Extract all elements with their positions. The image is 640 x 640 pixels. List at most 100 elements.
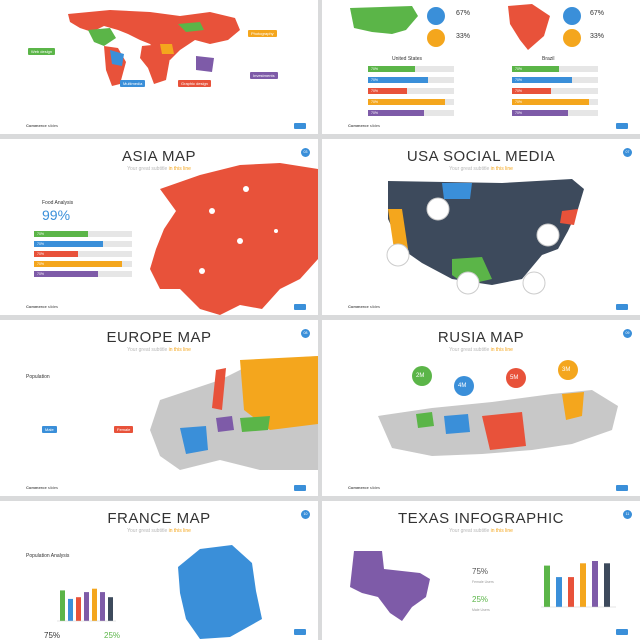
progress-bar-row: 70% xyxy=(368,99,454,105)
subtitle-prefix: Your great subtitle xyxy=(127,347,168,353)
chart-bar xyxy=(556,577,562,607)
progress-bar-row: 70% xyxy=(34,271,132,277)
progress-bar-fill: 70% xyxy=(368,66,416,72)
slide-france-map[interactable]: FRANCE MAP Your great subtitle in this l… xyxy=(0,501,318,640)
us-label: United States xyxy=(392,56,423,62)
slide-subtitle: Your great subtitle in this line xyxy=(0,528,318,534)
slide-texas-infographic[interactable]: TEXAS INFOGRAPHIC Your great subtitle in… xyxy=(322,501,640,640)
footer: Commerce slides xyxy=(348,123,380,128)
pin-3m: 3M xyxy=(562,367,571,373)
male-label: Male xyxy=(42,426,57,433)
progress-bar-row: 70% xyxy=(34,241,132,247)
progress-bar-fill: 70% xyxy=(34,251,79,257)
section-label: Population xyxy=(26,374,50,380)
subtitle-prefix: Your great subtitle xyxy=(127,528,168,534)
slide-title: EUROPE MAP xyxy=(106,329,212,346)
footer: Commerce slides xyxy=(26,304,58,309)
slide-title: TEXAS INFOGRAPHIC xyxy=(397,510,565,527)
progress-bar-fill: 70% xyxy=(34,261,123,267)
usa-map-graphic xyxy=(386,179,584,295)
section-label: Population Analysis xyxy=(26,553,70,559)
slide-subtitle: Your great subtitle in this line xyxy=(0,166,318,172)
footer-brand: Commerce xyxy=(348,123,369,128)
progress-bar-fill: 70% xyxy=(34,231,88,237)
slide-world-map[interactable]: Web design Multimedia Graphic design Pho… xyxy=(0,0,318,134)
progress-bar-fill: 70% xyxy=(368,88,407,94)
page-nav-icon[interactable] xyxy=(294,304,306,310)
footer-sub: slides xyxy=(47,304,59,309)
asia-map-graphic xyxy=(150,163,318,315)
chart-bar xyxy=(68,598,73,621)
subtitle-highlight: in this line xyxy=(168,166,191,172)
male-pct: 75% xyxy=(472,567,489,576)
chart-bar xyxy=(76,597,81,621)
progress-bar-row: 70% xyxy=(512,110,598,116)
footer-sub: slides xyxy=(47,485,59,490)
slide-usa-social[interactable]: USA SOCIAL MEDIA Your great subtitle in … xyxy=(322,139,640,315)
us-male-pct: 67% xyxy=(456,10,471,17)
chart-bar xyxy=(580,563,586,607)
subtitle-highlight: in this line xyxy=(490,166,513,172)
tag-photography: Photography xyxy=(248,30,277,37)
tag-multimedia: Multimedia xyxy=(120,80,146,87)
slide-number-badge: 08 xyxy=(301,329,310,338)
subtitle-prefix: Your great subtitle xyxy=(127,166,168,172)
slide-title: ASIA MAP xyxy=(121,148,197,165)
progress-bar-fill: 70% xyxy=(512,66,560,72)
slide-subtitle: Your great subtitle in this line xyxy=(322,347,640,353)
chart-bar xyxy=(592,561,598,607)
progress-bar-row: 70% xyxy=(368,88,454,94)
page-nav-icon[interactable] xyxy=(294,123,306,129)
slide-number-badge: 11 xyxy=(623,510,632,519)
page-nav-icon[interactable] xyxy=(294,485,306,491)
slide-title: FRANCE MAP xyxy=(107,510,211,527)
chart-bar xyxy=(84,592,89,621)
slide-asia-map[interactable]: ASIA MAP Your great subtitle in this lin… xyxy=(0,139,318,315)
subtitle-prefix: Your great subtitle xyxy=(449,347,490,353)
footer-brand: Commerce xyxy=(26,304,47,309)
france-map-graphic xyxy=(57,545,262,639)
chart-bar xyxy=(604,563,610,607)
page-nav-icon[interactable] xyxy=(616,629,628,635)
slide-russia-map[interactable]: RUSIA MAP Your great subtitle in this li… xyxy=(322,320,640,496)
page-nav-icon[interactable] xyxy=(616,304,628,310)
progress-bar-row: 70% xyxy=(34,251,132,257)
male-label: Female Users xyxy=(472,580,494,584)
big-percent: 99% xyxy=(42,207,71,223)
footer: Commerce slides xyxy=(26,485,58,490)
subtitle-highlight: in this line xyxy=(168,528,191,534)
page-nav-icon[interactable] xyxy=(616,485,628,491)
europe-map-graphic xyxy=(150,356,318,470)
footer-sub: slides xyxy=(369,485,381,490)
footer-brand: Commerce xyxy=(348,485,369,490)
chart-bar xyxy=(568,577,574,607)
progress-bar-row: 70% xyxy=(512,77,598,83)
page-nav-icon[interactable] xyxy=(616,123,628,129)
progress-bar-fill: 70% xyxy=(368,110,424,116)
chart-bar xyxy=(60,590,65,621)
pin-5m: 5M xyxy=(510,375,519,381)
progress-bar-fill: 70% xyxy=(512,77,573,83)
footer: Commerce slides xyxy=(348,485,380,490)
russia-map-graphic xyxy=(378,360,618,456)
chart-bar xyxy=(108,597,113,621)
slide-number-badge: 07 xyxy=(623,148,632,157)
pct-b: 25% xyxy=(104,631,121,640)
progress-bar-fill: 70% xyxy=(368,99,446,105)
progress-bar-fill: 70% xyxy=(512,88,551,94)
slide-europe-map[interactable]: EUROPE MAP Your great subtitle in this l… xyxy=(0,320,318,496)
br-female-pct: 33% xyxy=(590,33,605,40)
progress-bar-fill: 70% xyxy=(512,110,568,116)
subtitle-highlight: in this line xyxy=(490,347,513,353)
slide-usa-brazil[interactable]: 67% 33% 67% 33% United States Brazil 70%… xyxy=(322,0,640,134)
progress-bar-row: 70% xyxy=(368,77,454,83)
footer-brand: Commerce xyxy=(26,485,47,490)
chart-bar xyxy=(92,588,97,621)
progress-bar-fill: 70% xyxy=(34,271,98,277)
progress-bar-row: 70% xyxy=(512,99,598,105)
progress-bar-row: 70% xyxy=(512,88,598,94)
us-female-pct: 33% xyxy=(456,33,471,40)
page-nav-icon[interactable] xyxy=(294,629,306,635)
country-maps-graphic xyxy=(350,4,581,50)
tag-graphic-design: Graphic design xyxy=(178,80,211,87)
